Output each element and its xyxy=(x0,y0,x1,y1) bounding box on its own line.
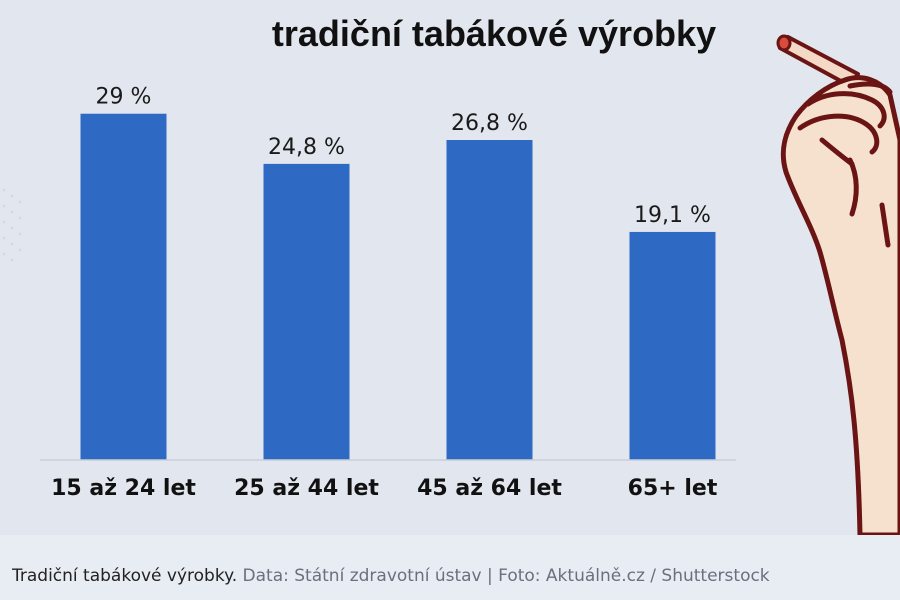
bars-layer xyxy=(80,113,716,460)
chart-figure: tradiční tabákové výrobky 29 % 24,8 % 26,8… xyxy=(2,13,900,535)
bar-1 xyxy=(80,113,167,460)
bar-3 xyxy=(446,140,533,460)
bar-chart: tradiční tabákové výrobky 29 % 24,8 % 26,8… xyxy=(2,13,900,535)
category-label-3: 45 až 64 let xyxy=(417,476,562,501)
value-label-3: 26,8 % xyxy=(451,111,528,136)
category-label-1: 15 až 24 let xyxy=(51,476,196,501)
value-label-1: 29 % xyxy=(96,85,152,110)
figure-caption: Tradiční tabákové výrobky. Data: Státní … xyxy=(12,562,892,590)
value-label-4: 19,1 % xyxy=(634,203,711,228)
hand-cigarette-illustration xyxy=(776,34,900,535)
category-label-4: 65+ let xyxy=(628,476,718,501)
bar-4 xyxy=(629,231,716,460)
value-labels-layer: 29 % 24,8 % 26,8 % 19,1 % xyxy=(96,85,711,228)
chart-title: tradiční tabákové výrobky xyxy=(272,13,716,54)
category-labels-layer: 15 až 24 let 25 až 44 let 45 až 64 let 65+ … xyxy=(51,476,718,501)
caption-text: Tradiční tabákové výrobky. xyxy=(12,566,238,586)
cigarette-icon xyxy=(776,34,860,88)
category-label-2: 25 až 44 let xyxy=(234,476,379,501)
halftone-pattern xyxy=(2,188,22,262)
hand-icon xyxy=(780,75,900,535)
bar-2 xyxy=(263,163,350,460)
caption-credit: Data: Státní zdravotní ústav | Foto: Akt… xyxy=(242,566,770,586)
value-label-2: 24,8 % xyxy=(268,135,345,160)
